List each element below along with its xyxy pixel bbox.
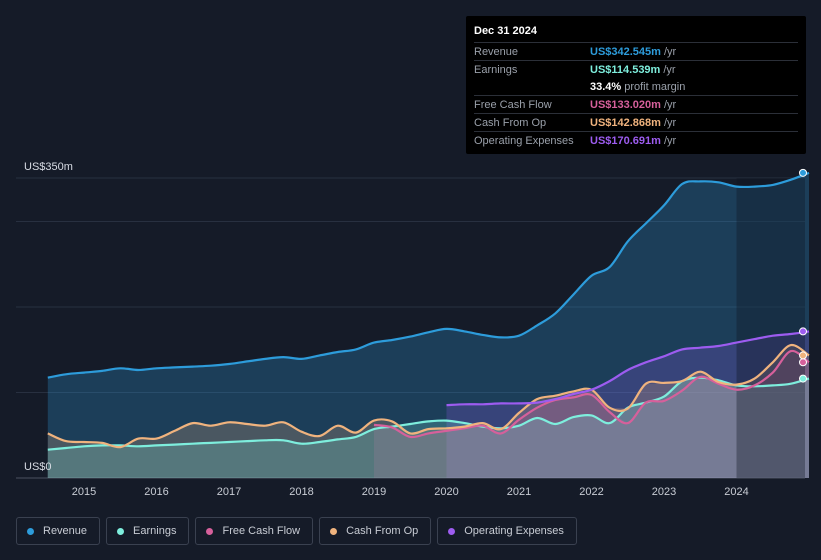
grid-lines (16, 177, 805, 479)
tooltip-value: US$170.691m (590, 134, 661, 147)
tooltip-label: Revenue (474, 45, 519, 58)
legend-dot-icon (206, 527, 214, 535)
y-axis-top-label: US$350m (24, 161, 73, 173)
tooltip-value: US$342.545m (590, 45, 661, 58)
legend-label: Earnings (133, 525, 177, 537)
tooltip-row-operating-expenses: Operating Expenses US$170.691m/yr (474, 131, 798, 149)
x-tick-label: 2024 (724, 486, 748, 498)
tooltip-label: Operating Expenses (474, 134, 574, 147)
x-tick-label: 2021 (507, 486, 531, 498)
tooltip-row-revenue: Revenue US$342.545m/yr (474, 42, 798, 60)
tooltip-row-earnings: Earnings US$114.539m/yr (474, 60, 798, 78)
x-tick-label: 2016 (144, 486, 168, 498)
hover-tooltip: Dec 31 2024 Revenue US$342.545m/yr Earning… (466, 16, 806, 154)
line-revenue (47, 171, 810, 379)
endpoint-free-cash-flow (799, 358, 807, 367)
endpoint-operating-expenses (799, 327, 807, 336)
tooltip-label: Earnings (474, 63, 518, 76)
tooltip-row-cash-from-op: Cash From Op US$142.868m/yr (474, 113, 798, 131)
line-free-cash-flow (373, 349, 810, 439)
area-operating-expenses (446, 331, 809, 478)
legend-label: Revenue (43, 525, 88, 537)
tooltip-unit: /yr (663, 98, 677, 111)
tooltip-value: US$114.539m (590, 63, 661, 76)
x-tick-label: 2015 (72, 486, 96, 498)
x-tick-label: 2020 (434, 486, 458, 498)
x-axis-ticks: 2015 2016 2017 2018 2019 2020 2021 2022 2023 2024 (72, 486, 749, 498)
area-revenue (47, 172, 809, 478)
x-tick-label: 2018 (289, 486, 313, 498)
legend-dot-icon (117, 527, 125, 535)
tooltip-row-profit-margin: 33.4% profit margin (474, 78, 798, 95)
legend-item-cash-from-op[interactable]: Cash From Op (319, 517, 432, 545)
series-lines (47, 171, 810, 451)
x-tick-label: 2022 (579, 486, 603, 498)
tooltip-unit: /yr (663, 63, 676, 76)
x-tick-label: 2017 (217, 486, 241, 498)
tooltip-label: Cash From Op (474, 116, 547, 129)
x-tick-label: 2019 (362, 486, 386, 498)
legend-dot-icon (448, 527, 456, 535)
endpoint-earnings (799, 374, 807, 383)
tooltip-unit: profit margin (624, 80, 686, 93)
tooltip-value: US$142.868m (590, 116, 661, 129)
x-tick-label: 2023 (652, 486, 676, 498)
tooltip-row-free-cash-flow: Free Cash Flow US$133.020m/yr (474, 95, 798, 113)
series-endpoints (799, 168, 807, 383)
legend-label: Free Cash Flow (222, 525, 301, 537)
tooltip-date: Dec 31 2024 (474, 25, 537, 37)
legend-item-revenue[interactable]: Revenue (16, 517, 101, 545)
recent-period-shade (736, 178, 805, 478)
chart-legend: Revenue Earnings Free Cash Flow Cash From O… (16, 517, 577, 545)
series-areas (47, 172, 809, 478)
legend-dot-icon (330, 527, 338, 535)
tooltip-unit: /yr (663, 134, 677, 147)
area-cash-from-op (47, 345, 809, 478)
tooltip-unit: /yr (663, 116, 677, 129)
endpoint-revenue (799, 168, 807, 177)
legend-dot-icon (27, 527, 34, 535)
legend-item-free-cash-flow[interactable]: Free Cash Flow (195, 517, 314, 545)
tooltip-unit: /yr (663, 45, 677, 58)
line-cash-from-op (47, 343, 810, 449)
area-earnings (47, 377, 809, 478)
endpoint-cash-from-op (799, 351, 807, 360)
line-operating-expenses (446, 330, 810, 407)
tooltip-label: Free Cash Flow (474, 98, 552, 111)
tooltip-rows: Revenue US$342.545m/yr Earnings US$114.539m… (474, 42, 798, 149)
legend-label: Operating Expenses (464, 525, 564, 537)
legend-item-earnings[interactable]: Earnings (106, 517, 190, 545)
legend-item-operating-expenses[interactable]: Operating Expenses (437, 517, 577, 545)
tooltip-value: 33.4% (590, 80, 622, 93)
tooltip-value: US$133.020m (590, 98, 661, 111)
legend-label: Cash From Op (346, 525, 419, 537)
y-axis-bottom-label: US$0 (24, 461, 52, 473)
chart-plot: 2015 2016 2017 2018 2019 2020 2021 2022 2023 2024… (16, 161, 810, 498)
